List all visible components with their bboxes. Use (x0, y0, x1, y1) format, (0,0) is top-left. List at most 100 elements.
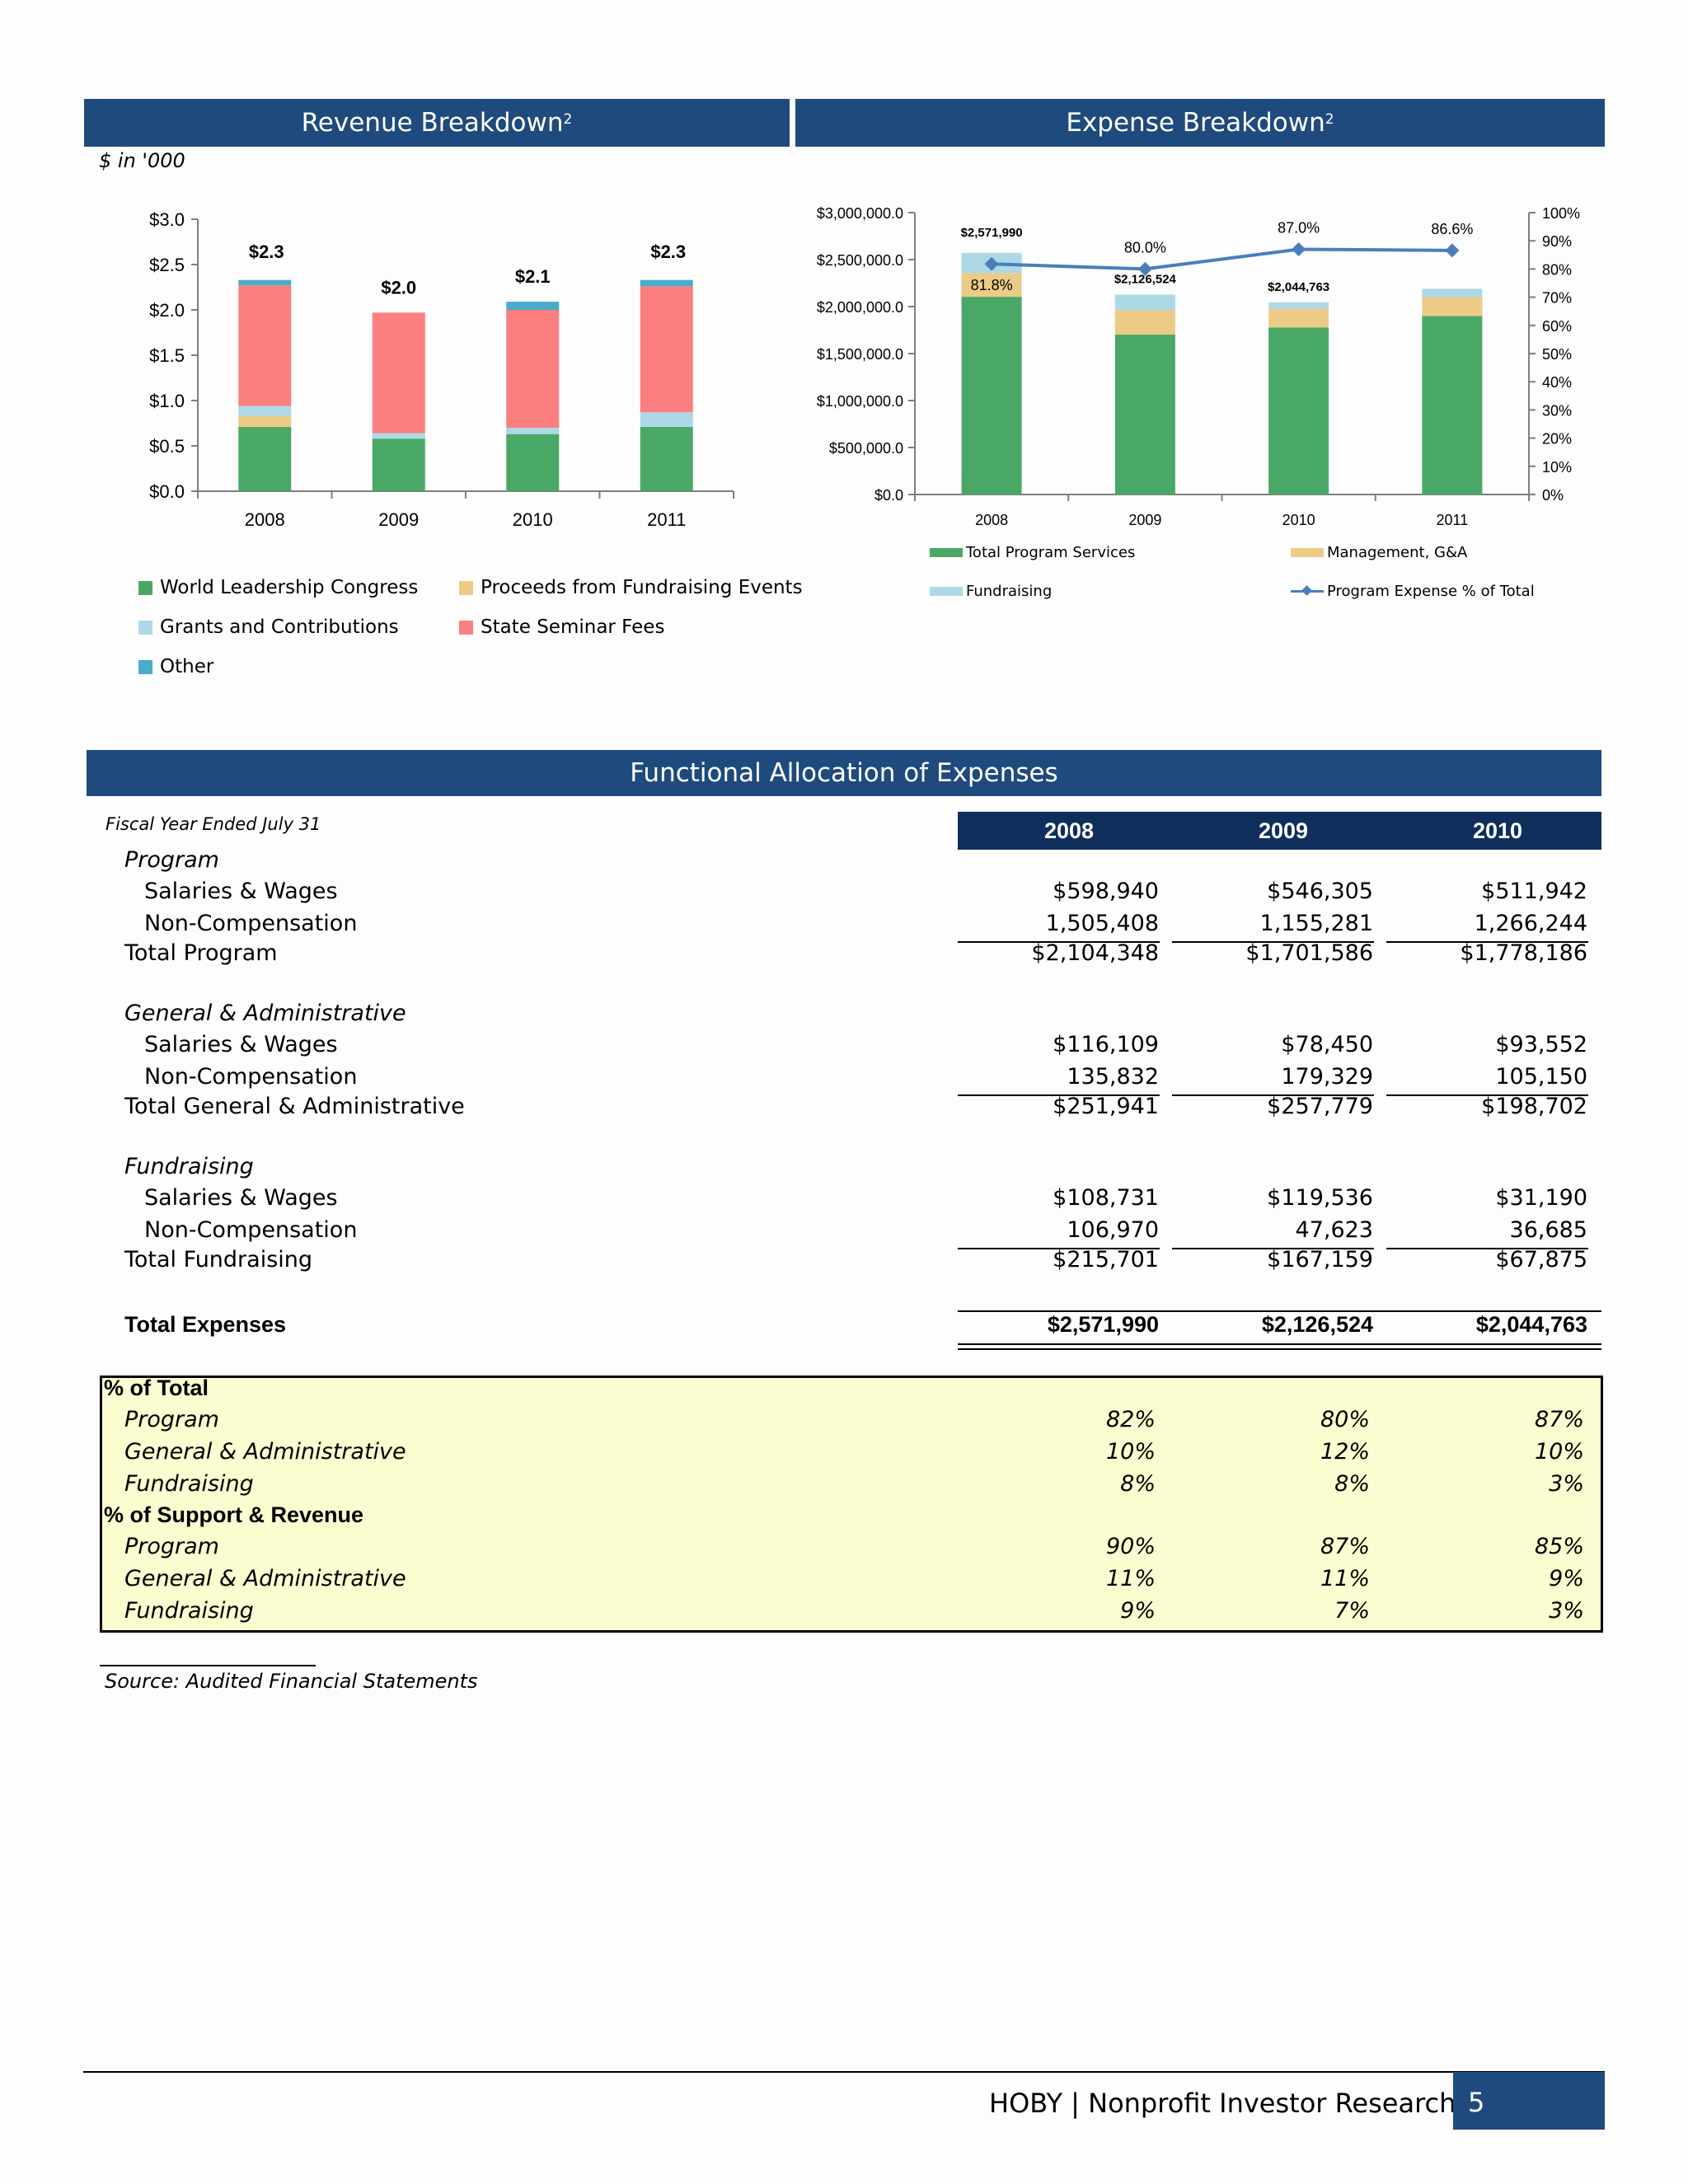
y2-tick-label: 10% (1542, 459, 1572, 476)
subtotal-rule (958, 1094, 1160, 1096)
data-label: $2.3 (650, 241, 686, 262)
value-2008: $251,941 (1053, 1094, 1159, 1119)
program-heading-row: Program (0, 847, 1688, 879)
bar-segment (640, 279, 693, 287)
value-2010: 105,150 (1495, 1064, 1587, 1090)
y-tick-label: $2,500,000.0 (817, 252, 903, 269)
y-tick-label: $0.5 (149, 436, 185, 457)
bar-segment (1268, 327, 1329, 494)
legend-entry: Other (138, 656, 213, 677)
legend-entry: Fundraising (930, 583, 1052, 600)
row-label: Non-Compensation (144, 1217, 358, 1243)
year-header-bar: 2008 2009 2010 (958, 812, 1601, 850)
value-2009: 80% (1320, 1407, 1370, 1432)
row-label: Fundraising (124, 1598, 254, 1624)
line-label: 80.0% (1124, 239, 1166, 255)
functional-allocation-banner: Functional Allocation of Expenses (87, 750, 1601, 796)
value-2008: $598,940 (1053, 879, 1159, 904)
value-2010: $2,044,763 (1475, 1312, 1587, 1337)
pct-total-heading: % of Total (104, 1376, 209, 1400)
page-number: 5 (1468, 2087, 1485, 2118)
table-row: General & Administrative 10% 12% 10% (0, 1439, 1688, 1470)
value-2009: 11% (1320, 1566, 1370, 1591)
value-2008: $108,731 (1053, 1185, 1159, 1211)
y2-tick-label: 90% (1542, 233, 1572, 250)
legend-entry: State Seminar Fees (459, 616, 664, 638)
bar-segment (238, 426, 292, 491)
table-row: Salaries & Wages $108,731 $119,536 $31,1… (0, 1185, 1688, 1216)
y2-tick-label: 100% (1542, 205, 1580, 222)
fiscal-year-label: Fiscal Year Ended July 31 (106, 814, 321, 834)
table-row: Program 90% 87% 85% (0, 1534, 1688, 1565)
row-label: Program (124, 1534, 219, 1559)
y-tick-label: $500,000.0 (829, 440, 903, 457)
line-marker (1292, 241, 1306, 256)
legend-entry: Proceeds from Fundraising Events (459, 577, 803, 598)
value-2008: $2,571,990 (1047, 1312, 1159, 1337)
value-2008: 10% (1105, 1439, 1156, 1465)
y-tick-label: $3,000,000.0 (817, 205, 903, 222)
x-tick-label: 2009 (1128, 512, 1161, 528)
row-label: Salaries & Wages (144, 879, 338, 904)
bar-segment (1114, 294, 1175, 311)
legend-swatch (138, 659, 152, 674)
legend-label: Total Program Services (966, 544, 1136, 561)
value-2008: 8% (1120, 1471, 1156, 1497)
data-label: $2.1 (515, 266, 551, 287)
value-2008: 1,505,408 (1045, 911, 1159, 936)
row-label: Total General & Administrative (124, 1094, 465, 1119)
expense-banner-footnote: 2 (1325, 111, 1334, 128)
row-label: General & Administrative (124, 1566, 406, 1591)
bar-segment (372, 312, 425, 434)
program-pct-line (992, 247, 1452, 271)
expense-banner-title: Expense Breakdown (1066, 108, 1325, 138)
y2-tick-label: 30% (1542, 402, 1572, 419)
bar-segment (506, 310, 560, 428)
table-row: Salaries & Wages $116,109 $78,450 $93,55… (0, 1032, 1688, 1063)
legend-label: Fundraising (966, 583, 1053, 600)
table-row: Fundraising 9% 7% 3% (0, 1598, 1688, 1629)
expense-chart: $0.0 $500,000.0 $1,000,000.0 $1,500,000.0 $2… (817, 205, 1580, 528)
table-row: Program 82% 80% 87% (0, 1407, 1688, 1438)
y-tick-label: $2,000,000.0 (817, 299, 903, 316)
legend-entry: Management, G&A (1291, 544, 1467, 561)
value-2008: 11% (1105, 1566, 1156, 1591)
footer-rule (83, 2071, 1605, 2073)
legend-label: Management, G&A (1327, 544, 1468, 561)
bar-segment (1422, 288, 1483, 298)
revenue-banner-title: Revenue Breakdown (301, 108, 564, 138)
subtotal-rule (1172, 1248, 1374, 1249)
bar-segment (238, 405, 292, 416)
value-2010: $31,190 (1495, 1185, 1587, 1211)
row-label: Non-Compensation (144, 1064, 358, 1090)
row-label: Program (124, 1407, 219, 1432)
bar-segment (238, 285, 292, 406)
ga-heading: General & Administrative (124, 1001, 406, 1026)
bar-segment (1422, 316, 1483, 494)
total-top-rule (958, 1310, 1601, 1312)
bar-segment (506, 302, 560, 310)
total-expenses-row: Total Expenses $2,571,990 $2,126,524 $2,… (0, 1312, 1688, 1343)
value-2009: 8% (1334, 1471, 1370, 1497)
legend-label: Grants and Contributions (160, 616, 399, 638)
y2-tick-label: 80% (1542, 261, 1572, 278)
units-note: $ in '000 (99, 149, 185, 172)
bar-segment (238, 279, 292, 286)
line-label: 81.8% (971, 277, 1013, 293)
legend-swatch (459, 580, 473, 595)
legend-swatch (138, 620, 152, 635)
legend-label: World Leadership Congress (160, 577, 419, 598)
legend-entry: World Leadership Congress (138, 577, 418, 598)
value-2009: $167,159 (1267, 1247, 1373, 1272)
bar-segment (372, 433, 425, 439)
value-2009: 47,623 (1295, 1217, 1373, 1243)
program-heading: Program (124, 847, 219, 873)
value-2009: $257,779 (1267, 1094, 1373, 1119)
x-tick-label: 2011 (647, 509, 686, 530)
value-2010: $93,552 (1495, 1032, 1587, 1057)
value-2009: 179,329 (1281, 1064, 1373, 1090)
bar-segment (640, 286, 693, 413)
value-2008: 82% (1105, 1407, 1156, 1432)
value-2008: $2,104,348 (1031, 940, 1159, 966)
value-2010: 3% (1549, 1598, 1584, 1624)
